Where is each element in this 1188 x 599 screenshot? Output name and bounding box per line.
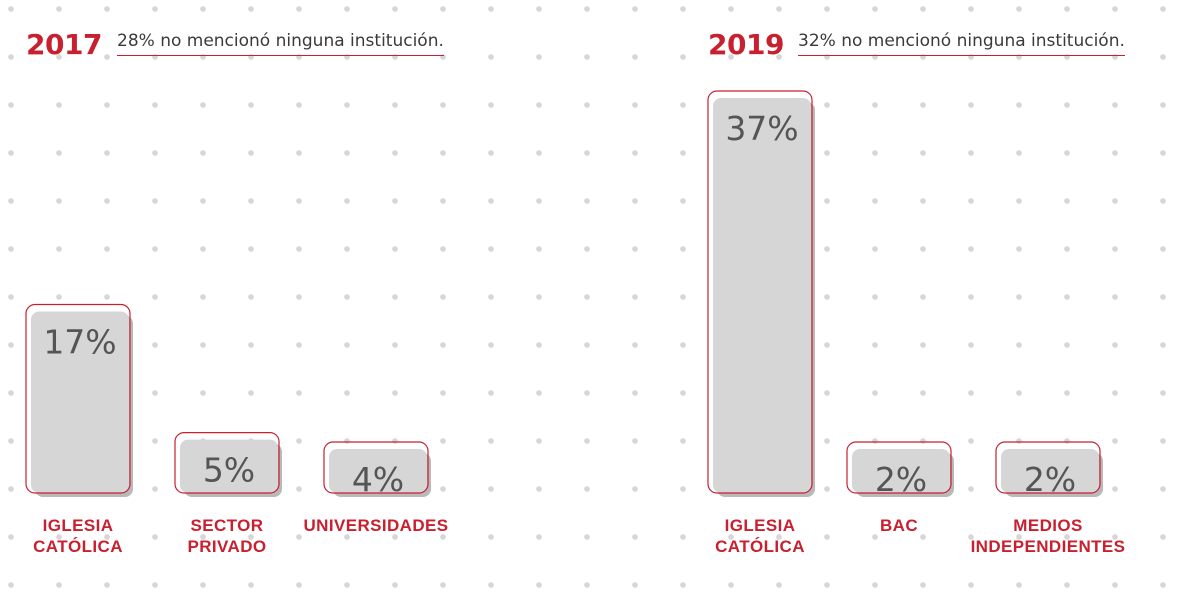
- bar-group: 37% IGLESIA CATÓLICA: [707, 90, 815, 556]
- bar-group: 5% SECTOR PRIVADO: [174, 432, 282, 556]
- chart-title: 2019: [708, 28, 784, 61]
- bar-value-label: 4%: [352, 460, 404, 499]
- chart-title: 2017: [26, 28, 102, 61]
- bar: [713, 98, 811, 493]
- category-label: MEDIOS: [1013, 516, 1082, 535]
- bar: [180, 439, 278, 493]
- bar-outline: [995, 441, 1101, 494]
- bar-outline: [846, 441, 952, 494]
- bar: [329, 449, 427, 493]
- category-label: CATÓLICA: [33, 537, 123, 556]
- bar-outline: [174, 432, 280, 494]
- bar-chart: 37% IGLESIA CATÓLICA 2% BAC 2% MEDIOS INDEPENDI…: [707, 90, 1126, 556]
- bar-group: 2% MEDIOS INDEPENDIENTES: [971, 441, 1126, 556]
- bar-value-label: 2%: [875, 460, 927, 499]
- bar-value-label: 37%: [725, 109, 798, 148]
- category-label: UNIVERSIDADES: [303, 516, 448, 535]
- bar-outline: [25, 303, 131, 494]
- bar-outline: [707, 90, 813, 494]
- category-label: INDEPENDIENTES: [971, 537, 1126, 556]
- bar: [852, 449, 950, 493]
- chart-2017: 2017 28% no mencionó ninguna institución…: [25, 28, 448, 556]
- bar-group: 4% UNIVERSIDADES: [303, 441, 448, 535]
- category-label: CATÓLICA: [715, 537, 805, 556]
- category-label: SECTOR: [191, 516, 264, 535]
- bar-value-label: 5%: [203, 451, 255, 490]
- bar-group: 17% IGLESIA CATÓLICA: [25, 303, 133, 556]
- chart-subtitle: 32% no mencionó ninguna institución.: [798, 31, 1125, 56]
- category-label: IGLESIA: [725, 516, 796, 535]
- bar-value-label: 2%: [1024, 460, 1076, 499]
- chart-subtitle: 28% no mencionó ninguna institución.: [117, 31, 444, 56]
- bar: [31, 311, 129, 493]
- category-label: PRIVADO: [188, 537, 267, 556]
- bar-value-label: 17%: [43, 323, 116, 362]
- chart-2019: 2019 32% no mencionó ninguna institución…: [594, 0, 1188, 599]
- bar-chart: 17% IGLESIA CATÓLICA 5% SECTOR PRIVADO 4% UNIVE…: [25, 303, 448, 556]
- category-label: BAC: [880, 516, 918, 535]
- bar-group: 2% BAC: [846, 441, 954, 535]
- bar-outline: [323, 441, 429, 494]
- bar: [1001, 449, 1099, 493]
- category-label: IGLESIA: [43, 516, 114, 535]
